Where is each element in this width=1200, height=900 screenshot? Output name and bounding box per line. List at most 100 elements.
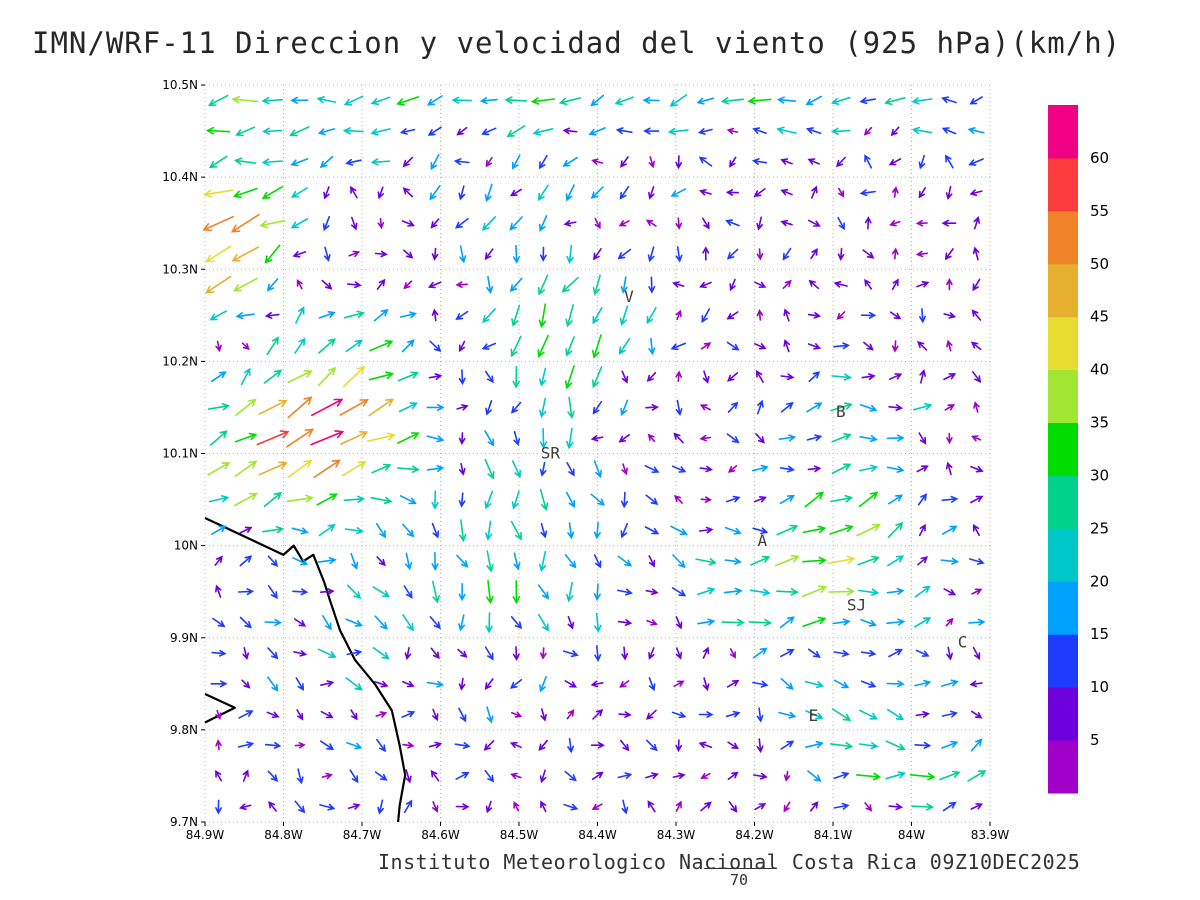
wind-arrow	[566, 709, 575, 720]
wind-arrow	[566, 461, 575, 477]
wind-arrow	[540, 708, 547, 722]
wind-arrow	[972, 371, 982, 384]
wind-arrow	[886, 465, 905, 473]
wind-arrow	[671, 711, 687, 719]
wind-arrow	[479, 97, 498, 105]
wind-arrow	[367, 432, 396, 442]
wind-arrow	[317, 557, 337, 565]
wind-arrow	[648, 677, 656, 692]
wind-arrow	[830, 494, 854, 503]
wind-arrow	[918, 432, 927, 445]
wind-arrow	[430, 769, 440, 782]
x-tick-label: 84.5W	[500, 828, 539, 842]
x-tick-label: 84.2W	[735, 828, 774, 842]
wind-arrow	[858, 742, 879, 750]
wind-arrow	[513, 801, 520, 812]
wind-arrow	[319, 588, 335, 595]
wind-arrow	[401, 339, 415, 353]
wind-arrow	[403, 799, 413, 814]
wind-arrow	[778, 434, 797, 442]
wind-arrow	[429, 340, 442, 352]
wind-arrow	[215, 769, 222, 782]
wind-arrow	[405, 769, 412, 784]
wind-arrow	[780, 740, 795, 750]
wind-arrow	[429, 185, 441, 201]
wind-arrow	[752, 127, 767, 134]
wind-arrow	[970, 738, 983, 752]
wind-arrow	[205, 126, 231, 135]
wind-arrow	[776, 588, 799, 596]
wind-arrow	[837, 247, 845, 262]
wind-arrow	[346, 584, 362, 600]
wind-arrow	[673, 432, 684, 444]
wind-arrow	[238, 588, 255, 596]
footer-note: 70	[729, 871, 749, 889]
wind-arrow	[484, 430, 495, 447]
wind-arrow	[432, 708, 439, 722]
wind-arrow	[565, 336, 575, 357]
wind-arrow	[403, 585, 413, 599]
wind-arrow	[372, 586, 391, 598]
wind-arrow	[802, 616, 827, 627]
wind-arrow	[729, 156, 737, 168]
wind-arrow	[782, 279, 792, 289]
wind-arrow	[755, 369, 764, 383]
y-tick-label: 10.2N	[162, 354, 198, 368]
y-tick-label: 9.9N	[170, 631, 198, 645]
wind-arrow	[861, 311, 877, 319]
wind-arrow	[565, 184, 575, 202]
wind-arrow	[756, 216, 763, 231]
wind-arrow	[238, 710, 254, 719]
wind-arrow	[565, 491, 575, 509]
wind-arrow	[646, 619, 658, 626]
wind-arrow	[702, 246, 710, 261]
wind-arrow	[967, 127, 985, 134]
wind-arrow	[723, 587, 743, 595]
wind-arrow	[619, 680, 630, 688]
wind-arrow	[296, 279, 303, 290]
wind-arrow	[859, 709, 879, 720]
wind-arrow	[426, 465, 445, 473]
wind-arrow	[858, 491, 879, 508]
wind-arrow	[267, 770, 279, 782]
wind-arrow	[863, 341, 874, 351]
wind-arrow	[726, 341, 740, 351]
wind-arrow	[942, 801, 957, 812]
wind-arrow	[941, 525, 958, 535]
colorbar-tick-label: 40	[1090, 361, 1109, 379]
wind-arrow	[645, 588, 659, 596]
wind-arrow	[564, 553, 577, 569]
wind-arrow	[909, 772, 936, 781]
wind-arrow	[370, 128, 391, 136]
wind-arrow	[292, 588, 309, 596]
wind-arrow	[863, 126, 873, 136]
wind-arrow	[233, 157, 257, 165]
wind-arrow	[885, 771, 907, 780]
wind-arrow	[721, 618, 745, 627]
wind-arrow	[215, 739, 222, 751]
wind-arrow	[510, 335, 522, 358]
wind-arrow	[911, 126, 933, 135]
wind-arrow	[286, 494, 314, 503]
wind-arrow	[368, 371, 395, 381]
wind-arrow	[376, 556, 386, 567]
wind-arrow	[537, 584, 550, 600]
wind-arrow	[342, 127, 364, 135]
wind-arrow	[838, 187, 845, 198]
wind-arrow	[701, 308, 711, 324]
wind-arrow	[748, 618, 773, 627]
wind-arrow	[699, 281, 712, 289]
wind-arrow	[756, 309, 764, 321]
city-label-a: A	[758, 531, 768, 550]
wind-arrow	[292, 557, 309, 566]
wind-arrow	[432, 580, 440, 604]
wind-arrow	[567, 396, 575, 419]
wind-arrow	[234, 432, 258, 443]
wind-arrow	[317, 128, 336, 136]
wind-arrow	[860, 618, 877, 627]
wind-arrow	[806, 402, 823, 413]
wind-arrow	[481, 342, 497, 350]
wind-arrow	[756, 707, 764, 723]
colorbar-tick-label: 60	[1090, 149, 1109, 167]
city-label-e: E	[809, 706, 819, 725]
